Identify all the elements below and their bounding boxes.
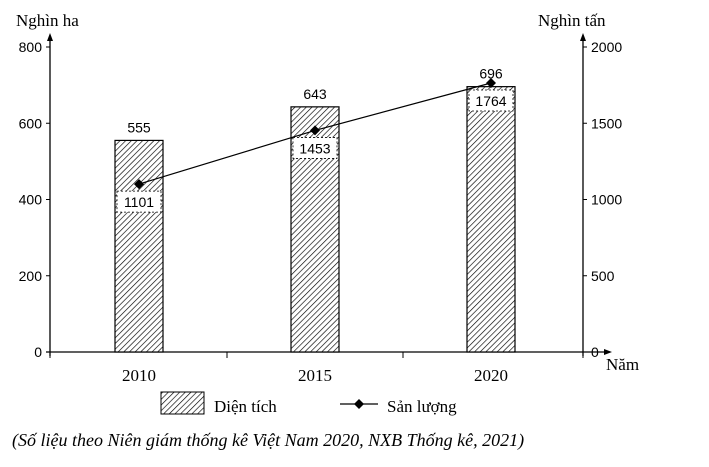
bar-value-label: 696 (479, 66, 503, 82)
legend-bar-swatch (160, 391, 205, 415)
x-tick-label: 2015 (298, 366, 332, 385)
bar-area-2020 (466, 86, 516, 353)
bar-value-label: 643 (303, 86, 327, 102)
legend-label-output: Sản lượng (387, 397, 457, 416)
legend-label-area: Diện tích (214, 397, 277, 416)
legend-diamond-marker (354, 399, 364, 409)
legend: Diện tích Sản lượng (160, 391, 457, 416)
right-tick-label: 1500 (591, 115, 622, 131)
right-axis-label: Nghìn tấn (538, 11, 606, 30)
x-tick-label: 2010 (122, 366, 156, 385)
left-tick-label: 400 (19, 192, 43, 208)
line-value-box (116, 190, 162, 213)
right-tick-label: 1000 (591, 192, 622, 208)
line-point-marker (134, 179, 144, 190)
x-tick-label: 2020 (474, 366, 508, 385)
left-tick-label: 600 (19, 115, 43, 131)
left-axis-arrow-icon (47, 33, 53, 41)
bar-area-2010 (114, 139, 164, 353)
line-value-box (292, 137, 338, 159)
right-tick-label: 500 (591, 268, 615, 284)
left-tick-label: 0 (34, 344, 42, 360)
line-point-marker (486, 77, 496, 88)
right-tick-label: 0 (591, 344, 599, 360)
x-axis-arrow-icon (604, 349, 612, 355)
left-axis-label: Nghìn ha (16, 11, 79, 30)
left-tick-label: 200 (19, 268, 43, 284)
bar-value-label: 555 (127, 119, 151, 135)
source-caption: (Số liệu theo Niên giám thống kê Việt Na… (12, 430, 524, 451)
line-point-marker (310, 125, 320, 136)
line-value-label: 1453 (299, 140, 330, 156)
x-axis-label: Năm (606, 355, 639, 374)
line-value-label: 1101 (124, 194, 154, 210)
left-tick-label: 800 (19, 39, 43, 55)
line-value-box (468, 89, 514, 112)
line-value-label: 1764 (475, 93, 506, 109)
right-tick-label: 2000 (591, 39, 622, 55)
right-axis-arrow-icon (580, 33, 586, 41)
